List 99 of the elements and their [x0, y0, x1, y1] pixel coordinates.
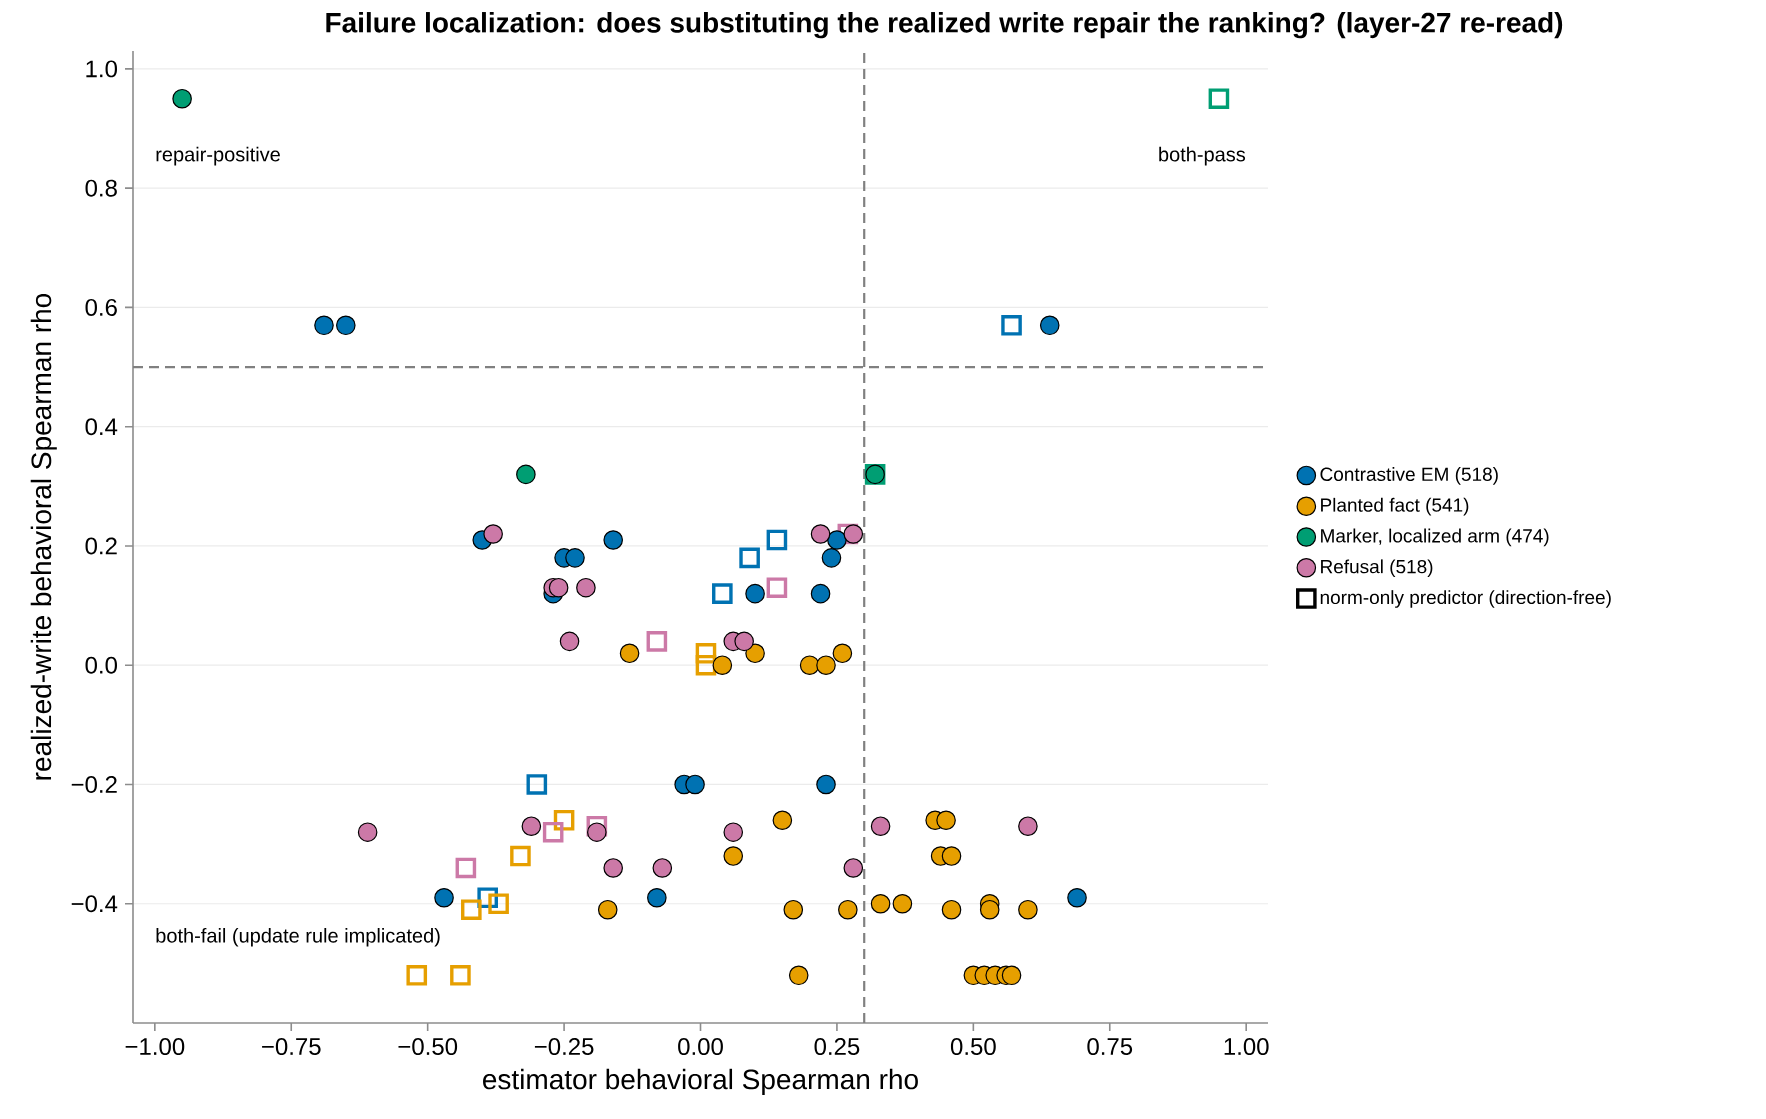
- point: [1208, 88, 1230, 109]
- point: [695, 654, 717, 676]
- point: [587, 822, 607, 842]
- point: [695, 642, 717, 664]
- legend-label: Marker, localized arm (474): [1321, 528, 1549, 547]
- point: [542, 821, 564, 843]
- point: [461, 899, 482, 920]
- point: [553, 809, 575, 831]
- point: [766, 577, 788, 598]
- point: [1039, 315, 1060, 336]
- point: [745, 643, 765, 664]
- point: [1018, 816, 1038, 837]
- point: [772, 810, 793, 831]
- point: [483, 524, 503, 544]
- y-tick-label: 0.2: [85, 537, 117, 555]
- point: [521, 816, 542, 837]
- x-tick-label: 1.00: [1224, 1038, 1269, 1056]
- point: [870, 893, 891, 914]
- point: [450, 965, 471, 986]
- point: [816, 774, 836, 795]
- annotation: both-fail (update rule implicated): [156, 927, 440, 947]
- y-tick-label: 0.8: [85, 179, 117, 197]
- y-tick-label: 0.4: [85, 418, 118, 436]
- point: [548, 577, 569, 598]
- point: [810, 524, 831, 544]
- y-tick-label: −0.4: [71, 895, 118, 913]
- legend-label: Contrastive EM (518): [1320, 467, 1498, 485]
- point: [827, 530, 847, 550]
- x-tick-label: −1.00: [125, 1038, 185, 1056]
- point: [1001, 315, 1022, 336]
- y-axis-title: realized-write behavioral Spearman rho: [30, 293, 57, 780]
- point: [838, 899, 858, 920]
- point: [870, 816, 891, 837]
- point: [1018, 899, 1038, 920]
- point: [712, 655, 733, 676]
- point: [576, 577, 596, 598]
- chart-title: Failure localization: does substituting the realized write repair the ranking? (layer-27 re-read): [326, 12, 1563, 39]
- point: [652, 858, 673, 878]
- point: [586, 815, 608, 837]
- point: [843, 858, 864, 878]
- point: [357, 822, 378, 842]
- point: [892, 893, 913, 914]
- point: [739, 547, 760, 569]
- point: [832, 643, 853, 664]
- legend-label: norm-only predictor (direction-free): [1320, 590, 1611, 608]
- x-tick-label: 0.25: [814, 1038, 860, 1056]
- point: [603, 858, 623, 878]
- x-axis-title: estimator behavioral Spearman rho: [483, 1068, 918, 1095]
- x-tick-label: −0.25: [534, 1038, 594, 1056]
- y-tick-label: 1.0: [86, 60, 118, 78]
- point: [734, 631, 754, 652]
- point: [941, 899, 962, 920]
- point: [1067, 887, 1087, 908]
- x-tick-label: −0.75: [262, 1038, 321, 1056]
- point: [941, 846, 962, 866]
- point: [816, 655, 836, 676]
- y-tick-label: 0.6: [85, 298, 117, 316]
- point: [434, 887, 454, 908]
- point: [723, 846, 744, 866]
- point: [766, 529, 788, 551]
- point: [619, 643, 640, 664]
- annotation: both-pass: [1159, 146, 1246, 166]
- point: [783, 899, 804, 920]
- point: [406, 965, 428, 986]
- point: [1001, 965, 1022, 986]
- x-tick-label: 0.00: [678, 1038, 723, 1056]
- point: [314, 315, 334, 336]
- point: [936, 810, 956, 831]
- point: [810, 583, 831, 604]
- point: [821, 548, 842, 568]
- x-tick-label: −0.50: [398, 1038, 458, 1056]
- point: [336, 315, 356, 336]
- point: [799, 655, 820, 676]
- x-tick-label: 0.50: [950, 1038, 996, 1056]
- point: [745, 583, 765, 604]
- point: [510, 845, 531, 867]
- legend-label: Refusal (518): [1321, 559, 1433, 578]
- point: [516, 464, 536, 485]
- point: [603, 530, 623, 550]
- point: [565, 548, 585, 568]
- point: [559, 631, 580, 652]
- point: [647, 887, 667, 908]
- point: [788, 965, 809, 986]
- point: [685, 774, 705, 795]
- point: [646, 631, 668, 652]
- point: [455, 857, 477, 879]
- point: [597, 899, 618, 920]
- y-tick-label: 0.0: [85, 656, 118, 674]
- point: [843, 524, 864, 544]
- legend-label: Planted fact (541): [1321, 497, 1469, 516]
- point: [979, 899, 1000, 920]
- x-tick-label: 0.75: [1087, 1038, 1133, 1056]
- y-tick-label: −0.2: [71, 775, 117, 793]
- point: [723, 822, 744, 842]
- point: [712, 583, 733, 604]
- point: [488, 893, 509, 915]
- point: [526, 774, 548, 795]
- annotation: repair-positive: [156, 146, 280, 166]
- point: [172, 88, 192, 109]
